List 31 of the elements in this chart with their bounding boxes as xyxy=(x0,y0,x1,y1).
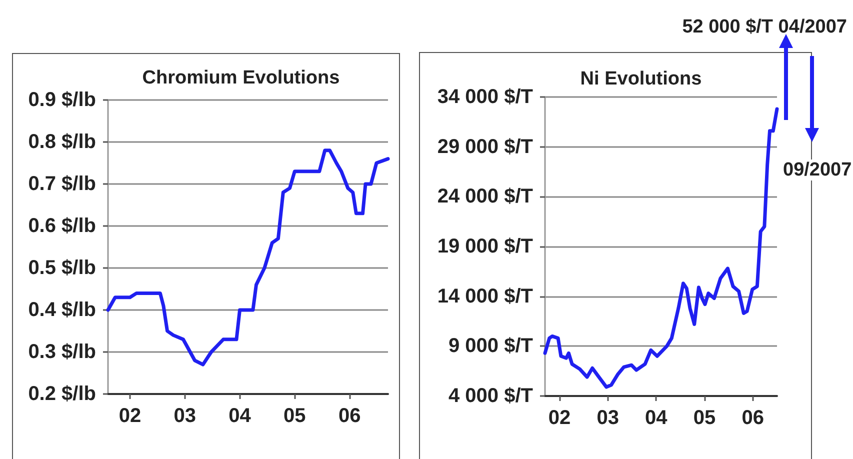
y-tick-label: 29 000 $/T xyxy=(437,136,533,158)
y-tick-label: 0.2 $/lb xyxy=(28,383,96,405)
x-tick-label: 03 xyxy=(174,405,196,427)
line-series xyxy=(543,107,779,389)
x-tick-label: 04 xyxy=(228,405,252,427)
x-tick-label: 05 xyxy=(284,405,306,427)
chart-title: Chromium Evolutions xyxy=(142,68,340,88)
y-tick-label: 0.3 $/lb xyxy=(28,341,96,363)
y-tick-label: 4 000 $/T xyxy=(448,385,533,407)
x-tick-label: 03 xyxy=(596,407,619,429)
y-tick-label: 0.8 $/lb xyxy=(28,131,96,153)
text: 52 000 $/T 04/2007 xyxy=(682,16,847,38)
line-series xyxy=(106,148,390,366)
x-tick-label: 06 xyxy=(742,407,764,429)
x-tick-label: 04 xyxy=(645,407,668,429)
y-tick-label: 24 000 $/T xyxy=(437,186,533,208)
y-tick-label: 19 000 $/T xyxy=(437,236,533,258)
y-tick-label: 0.4 $/lb xyxy=(28,299,96,321)
y-tick-label: 0.9 $/lb xyxy=(28,89,96,111)
y-tick-label: 0.6 $/lb xyxy=(28,215,96,237)
y-tick-label: 0.5 $/lb xyxy=(28,257,96,279)
x-tick-label: 06 xyxy=(338,405,361,427)
y-tick-label: 0.7 $/lb xyxy=(28,173,96,195)
x-tick-label: 02 xyxy=(118,405,142,427)
y-tick-label: 9 000 $/T xyxy=(448,335,533,358)
y-tick-label: 14 000 $/T xyxy=(437,285,533,308)
x-tick-label: 02 xyxy=(548,407,571,429)
x-tick-label: 05 xyxy=(693,407,716,429)
text: 09/2007 xyxy=(783,160,852,180)
chart-title: Ni Evolutions xyxy=(580,68,702,90)
y-tick-label: 34 000 $/T xyxy=(437,86,533,108)
